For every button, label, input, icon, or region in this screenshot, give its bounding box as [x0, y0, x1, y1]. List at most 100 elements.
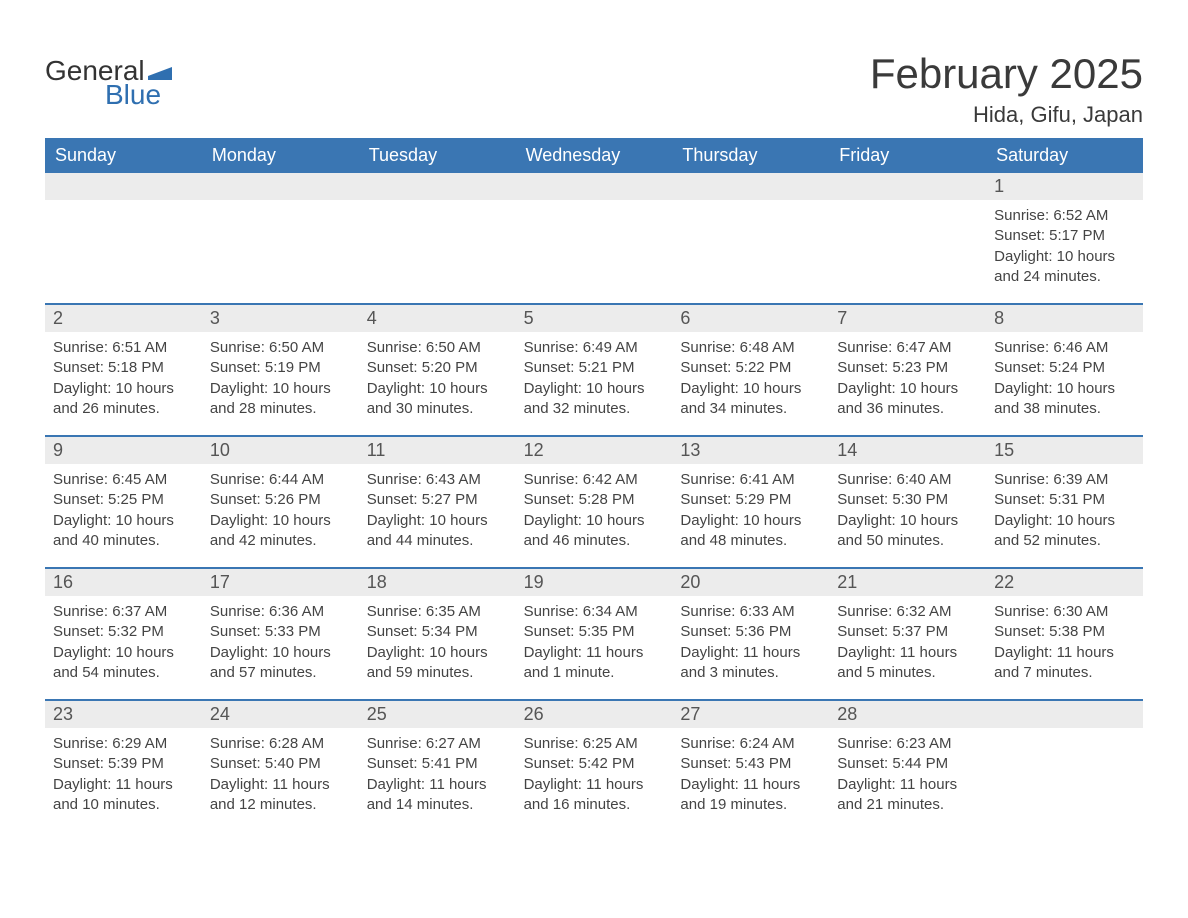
weekday-header: Tuesday — [359, 138, 516, 173]
calendar-cell — [202, 173, 359, 303]
sunrise-text: Sunrise: 6:40 AM — [837, 470, 978, 490]
day-details — [202, 200, 359, 210]
day-number: 28 — [829, 701, 986, 728]
daylight-text: Daylight: 10 hours and 57 minutes. — [210, 643, 351, 684]
sunrise-text: Sunrise: 6:29 AM — [53, 734, 194, 754]
sunrise-text: Sunrise: 6:32 AM — [837, 602, 978, 622]
calendar-cell: 7Sunrise: 6:47 AMSunset: 5:23 PMDaylight… — [829, 305, 986, 435]
day-number: 21 — [829, 569, 986, 596]
day-number: 25 — [359, 701, 516, 728]
day-details: Sunrise: 6:46 AMSunset: 5:24 PMDaylight:… — [986, 332, 1143, 423]
day-number: 14 — [829, 437, 986, 464]
calendar-cell: 24Sunrise: 6:28 AMSunset: 5:40 PMDayligh… — [202, 701, 359, 831]
daylight-text: Daylight: 11 hours and 3 minutes. — [680, 643, 821, 684]
day-details — [516, 200, 673, 210]
calendar-cell: 17Sunrise: 6:36 AMSunset: 5:33 PMDayligh… — [202, 569, 359, 699]
day-number: 4 — [359, 305, 516, 332]
sunset-text: Sunset: 5:29 PM — [680, 490, 821, 510]
calendar-table: Sunday Monday Tuesday Wednesday Thursday… — [45, 138, 1143, 831]
calendar-cell: 23Sunrise: 6:29 AMSunset: 5:39 PMDayligh… — [45, 701, 202, 831]
sunset-text: Sunset: 5:24 PM — [994, 358, 1135, 378]
day-details: Sunrise: 6:24 AMSunset: 5:43 PMDaylight:… — [672, 728, 829, 819]
month-title: February 2025 — [870, 50, 1143, 98]
sunset-text: Sunset: 5:36 PM — [680, 622, 821, 642]
day-details: Sunrise: 6:29 AMSunset: 5:39 PMDaylight:… — [45, 728, 202, 819]
sunset-text: Sunset: 5:30 PM — [837, 490, 978, 510]
calendar-cell — [359, 173, 516, 303]
day-details: Sunrise: 6:47 AMSunset: 5:23 PMDaylight:… — [829, 332, 986, 423]
calendar-cell: 10Sunrise: 6:44 AMSunset: 5:26 PMDayligh… — [202, 437, 359, 567]
sunset-text: Sunset: 5:37 PM — [837, 622, 978, 642]
location-label: Hida, Gifu, Japan — [870, 102, 1143, 128]
weekday-header: Friday — [829, 138, 986, 173]
day-number: 2 — [45, 305, 202, 332]
sunset-text: Sunset: 5:41 PM — [367, 754, 508, 774]
sunset-text: Sunset: 5:25 PM — [53, 490, 194, 510]
calendar-cell: 27Sunrise: 6:24 AMSunset: 5:43 PMDayligh… — [672, 701, 829, 831]
sunrise-text: Sunrise: 6:49 AM — [524, 338, 665, 358]
day-number: 23 — [45, 701, 202, 728]
daylight-text: Daylight: 11 hours and 14 minutes. — [367, 775, 508, 816]
sunrise-text: Sunrise: 6:51 AM — [53, 338, 194, 358]
sunset-text: Sunset: 5:42 PM — [524, 754, 665, 774]
day-number: 11 — [359, 437, 516, 464]
calendar-cell — [829, 173, 986, 303]
sunset-text: Sunset: 5:22 PM — [680, 358, 821, 378]
calendar-cell: 1Sunrise: 6:52 AMSunset: 5:17 PMDaylight… — [986, 173, 1143, 303]
sunset-text: Sunset: 5:20 PM — [367, 358, 508, 378]
calendar-cell — [986, 701, 1143, 831]
day-details — [986, 728, 1143, 738]
weekday-header-row: Sunday Monday Tuesday Wednesday Thursday… — [45, 138, 1143, 173]
day-details: Sunrise: 6:34 AMSunset: 5:35 PMDaylight:… — [516, 596, 673, 687]
sunset-text: Sunset: 5:34 PM — [367, 622, 508, 642]
calendar-cell: 9Sunrise: 6:45 AMSunset: 5:25 PMDaylight… — [45, 437, 202, 567]
sunrise-text: Sunrise: 6:33 AM — [680, 602, 821, 622]
sunset-text: Sunset: 5:39 PM — [53, 754, 194, 774]
sunrise-text: Sunrise: 6:42 AM — [524, 470, 665, 490]
day-details: Sunrise: 6:37 AMSunset: 5:32 PMDaylight:… — [45, 596, 202, 687]
calendar-cell: 4Sunrise: 6:50 AMSunset: 5:20 PMDaylight… — [359, 305, 516, 435]
daylight-text: Daylight: 10 hours and 46 minutes. — [524, 511, 665, 552]
calendar-cell: 11Sunrise: 6:43 AMSunset: 5:27 PMDayligh… — [359, 437, 516, 567]
day-details: Sunrise: 6:52 AMSunset: 5:17 PMDaylight:… — [986, 200, 1143, 291]
logo-text-blue: Blue — [105, 79, 172, 111]
daylight-text: Daylight: 10 hours and 50 minutes. — [837, 511, 978, 552]
sunset-text: Sunset: 5:19 PM — [210, 358, 351, 378]
sunrise-text: Sunrise: 6:34 AM — [524, 602, 665, 622]
day-number — [986, 701, 1143, 728]
title-block: February 2025 Hida, Gifu, Japan — [870, 50, 1143, 128]
daylight-text: Daylight: 11 hours and 7 minutes. — [994, 643, 1135, 684]
calendar-cell: 19Sunrise: 6:34 AMSunset: 5:35 PMDayligh… — [516, 569, 673, 699]
sunrise-text: Sunrise: 6:52 AM — [994, 206, 1135, 226]
sunrise-text: Sunrise: 6:35 AM — [367, 602, 508, 622]
calendar-cell: 16Sunrise: 6:37 AMSunset: 5:32 PMDayligh… — [45, 569, 202, 699]
daylight-text: Daylight: 10 hours and 32 minutes. — [524, 379, 665, 420]
calendar-week: 1Sunrise: 6:52 AMSunset: 5:17 PMDaylight… — [45, 173, 1143, 303]
sunrise-text: Sunrise: 6:30 AM — [994, 602, 1135, 622]
daylight-text: Daylight: 10 hours and 42 minutes. — [210, 511, 351, 552]
weekday-header: Monday — [202, 138, 359, 173]
calendar-cell: 20Sunrise: 6:33 AMSunset: 5:36 PMDayligh… — [672, 569, 829, 699]
sunrise-text: Sunrise: 6:25 AM — [524, 734, 665, 754]
day-details: Sunrise: 6:48 AMSunset: 5:22 PMDaylight:… — [672, 332, 829, 423]
calendar-cell: 6Sunrise: 6:48 AMSunset: 5:22 PMDaylight… — [672, 305, 829, 435]
sunrise-text: Sunrise: 6:23 AM — [837, 734, 978, 754]
weeks-container: 1Sunrise: 6:52 AMSunset: 5:17 PMDaylight… — [45, 173, 1143, 831]
daylight-text: Daylight: 10 hours and 38 minutes. — [994, 379, 1135, 420]
calendar-cell — [672, 173, 829, 303]
day-details: Sunrise: 6:41 AMSunset: 5:29 PMDaylight:… — [672, 464, 829, 555]
calendar-cell: 12Sunrise: 6:42 AMSunset: 5:28 PMDayligh… — [516, 437, 673, 567]
sunrise-text: Sunrise: 6:44 AM — [210, 470, 351, 490]
day-number: 10 — [202, 437, 359, 464]
day-number — [516, 173, 673, 200]
day-details: Sunrise: 6:43 AMSunset: 5:27 PMDaylight:… — [359, 464, 516, 555]
day-number: 8 — [986, 305, 1143, 332]
daylight-text: Daylight: 10 hours and 30 minutes. — [367, 379, 508, 420]
daylight-text: Daylight: 11 hours and 19 minutes. — [680, 775, 821, 816]
calendar-cell: 2Sunrise: 6:51 AMSunset: 5:18 PMDaylight… — [45, 305, 202, 435]
sunset-text: Sunset: 5:17 PM — [994, 226, 1135, 246]
sunrise-text: Sunrise: 6:41 AM — [680, 470, 821, 490]
day-number: 5 — [516, 305, 673, 332]
sunset-text: Sunset: 5:21 PM — [524, 358, 665, 378]
calendar-cell: 22Sunrise: 6:30 AMSunset: 5:38 PMDayligh… — [986, 569, 1143, 699]
